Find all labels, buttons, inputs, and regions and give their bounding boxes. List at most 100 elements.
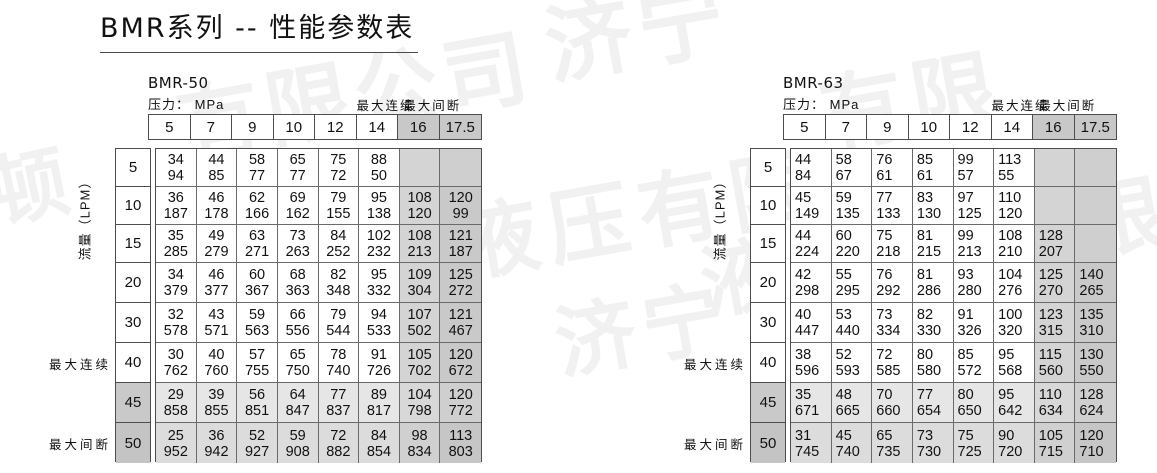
torque-value: 123 bbox=[1038, 307, 1063, 323]
speed-value: 440 bbox=[835, 323, 860, 339]
data-cell bbox=[1034, 149, 1076, 187]
torque-value: 36 bbox=[167, 190, 184, 206]
flow-row-label: 40 bbox=[751, 343, 785, 383]
torque-value: 65 bbox=[289, 347, 306, 363]
data-cell: 56 851 bbox=[237, 383, 278, 423]
torque-value: 68 bbox=[289, 267, 306, 283]
torque-value: 44 bbox=[795, 228, 812, 244]
data-cell: 121 187 bbox=[440, 225, 481, 263]
data-cell: 35 671 bbox=[791, 383, 832, 423]
speed-value: 377 bbox=[204, 283, 229, 299]
speed-value: 77 bbox=[248, 168, 266, 184]
data-cell: 29 858 bbox=[156, 383, 197, 423]
data-cell: 48 665 bbox=[831, 383, 873, 423]
torque-value: 44 bbox=[208, 152, 225, 168]
speed-value: 467 bbox=[448, 323, 473, 339]
data-grid: 44 84 58 67 76 61 85 61 99 57 113 55 45 149 59 135 77 133… bbox=[790, 148, 1117, 463]
speed-value: 568 bbox=[998, 363, 1023, 379]
torque-value: 59 bbox=[835, 190, 852, 206]
data-cell: 105 702 bbox=[399, 343, 441, 383]
speed-value: 315 bbox=[1038, 323, 1063, 339]
speed-value: 563 bbox=[244, 323, 270, 339]
data-cell: 98 834 bbox=[399, 423, 441, 463]
torque-value: 104 bbox=[407, 387, 432, 403]
torque-value: 49 bbox=[208, 228, 225, 244]
data-cell: 25 952 bbox=[156, 423, 197, 463]
torque-value: 55 bbox=[835, 267, 852, 283]
speed-value: 533 bbox=[366, 323, 392, 339]
data-cell: 120 99 bbox=[440, 187, 481, 225]
data-cell: 65 77 bbox=[277, 149, 319, 187]
data-cell: 72 585 bbox=[872, 343, 913, 383]
speed-value: 735 bbox=[876, 443, 901, 460]
torque-value: 34 bbox=[167, 267, 184, 283]
data-cell: 105 715 bbox=[1034, 423, 1076, 463]
pressure-header-cell: 14 bbox=[356, 115, 398, 139]
data-cell: 45 740 bbox=[831, 423, 873, 463]
torque-value: 95 bbox=[370, 267, 387, 283]
torque-value: 42 bbox=[795, 267, 812, 283]
speed-value: 135 bbox=[835, 206, 860, 222]
speed-value: 265 bbox=[1079, 283, 1104, 299]
data-cell: 66 556 bbox=[277, 303, 319, 343]
speed-value: 326 bbox=[957, 323, 982, 339]
speed-value: 270 bbox=[1038, 283, 1063, 299]
speed-value: 218 bbox=[876, 244, 901, 260]
speed-value: 560 bbox=[1038, 363, 1063, 379]
data-cell: 75 725 bbox=[953, 423, 995, 463]
torque-value: 52 bbox=[835, 347, 852, 363]
speed-value: 745 bbox=[795, 443, 820, 460]
speed-value: 304 bbox=[407, 283, 432, 299]
data-cell: 55 295 bbox=[831, 263, 873, 303]
torque-value: 113 bbox=[998, 152, 1022, 168]
flow-row-label: 5 bbox=[116, 149, 150, 187]
speed-value: 725 bbox=[957, 443, 982, 460]
torque-value: 95 bbox=[370, 190, 387, 206]
speed-value: 760 bbox=[204, 363, 229, 379]
data-cell: 107 502 bbox=[399, 303, 441, 343]
model-name: BMR-50 bbox=[148, 74, 209, 92]
speed-value: 285 bbox=[163, 244, 188, 260]
speed-value: 502 bbox=[407, 323, 432, 339]
speed-value: 149 bbox=[795, 206, 820, 222]
pressure-header-cell: 7 bbox=[190, 115, 232, 139]
speed-value: 379 bbox=[163, 283, 188, 299]
data-cell: 58 77 bbox=[237, 149, 278, 187]
torque-value: 60 bbox=[835, 228, 852, 244]
speed-value: 672 bbox=[448, 363, 473, 379]
data-cell: 80 650 bbox=[953, 383, 995, 423]
data-cell bbox=[1075, 149, 1116, 187]
torque-value: 35 bbox=[795, 387, 812, 403]
torque-value: 83 bbox=[916, 190, 934, 206]
torque-value: 105 bbox=[407, 347, 432, 363]
data-cell: 60 220 bbox=[831, 225, 873, 263]
speed-value: 280 bbox=[957, 283, 982, 299]
data-cell: 38 596 bbox=[791, 343, 832, 383]
torque-value: 105 bbox=[1038, 427, 1063, 444]
page-title: BMR系列 -- 性能参数表 bbox=[100, 13, 415, 44]
torque-value: 84 bbox=[330, 228, 347, 244]
data-cell: 80 580 bbox=[912, 343, 954, 383]
torque-value: 25 bbox=[167, 427, 184, 444]
data-cell: 113 803 bbox=[440, 423, 481, 463]
max-intermittent-column-note: 最大间断 bbox=[403, 99, 462, 113]
speed-value: 271 bbox=[244, 244, 270, 260]
torque-value: 44 bbox=[795, 152, 812, 168]
torque-value: 59 bbox=[248, 307, 266, 323]
watermark-text: 顿 bbox=[0, 135, 77, 242]
data-cell: 59 908 bbox=[277, 423, 319, 463]
torque-value: 73 bbox=[916, 427, 934, 444]
data-cell: 90 720 bbox=[994, 423, 1035, 463]
torque-value: 108 bbox=[407, 228, 432, 244]
speed-value: 67 bbox=[835, 168, 852, 184]
speed-value: 726 bbox=[366, 363, 392, 379]
torque-value: 70 bbox=[876, 387, 893, 403]
speed-value: 855 bbox=[204, 403, 229, 419]
torque-value: 100 bbox=[998, 307, 1023, 323]
data-cell: 77 654 bbox=[912, 383, 954, 423]
data-cell: 32 578 bbox=[156, 303, 197, 343]
torque-value: 52 bbox=[248, 427, 266, 444]
data-cell: 95 642 bbox=[994, 383, 1035, 423]
speed-value: 363 bbox=[285, 283, 310, 299]
torque-value: 121 bbox=[448, 307, 473, 323]
